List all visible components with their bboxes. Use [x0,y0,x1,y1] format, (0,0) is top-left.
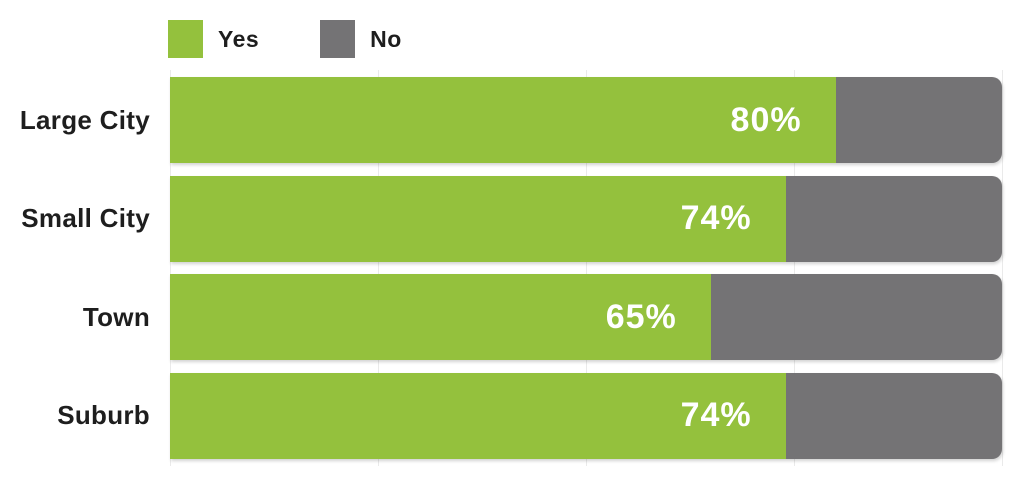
bar-no-segment: 80% [170,77,1002,163]
bar-row-small-city: Small City 74% [0,175,1002,262]
bar-row-large-city: Large City 80% [0,77,1002,163]
category-label: Small City [21,203,150,233]
bar-no-segment: 74% [170,175,1002,262]
legend-label-no: No [370,25,402,52]
category-label: Suburb [57,400,150,430]
bar-row-suburb: Suburb 74% [0,372,1002,459]
legend-label-yes: Yes [218,25,260,52]
legend-swatch-no [320,20,356,58]
category-label: Large City [19,104,150,135]
category-label: Town [82,301,150,332]
bar-no-segment: 65% [170,274,1002,360]
bar-rows: Large City 80% Small City 74% Town 65% [0,77,1002,459]
value-label: 74% [680,199,752,237]
legend-item-yes: Yes [168,20,259,58]
bar-yes-segment: 65% [170,274,711,360]
value-label: 80% [730,100,802,139]
bar-no-segment: 74% [170,372,1002,459]
gridline-100pct [1002,70,1003,466]
value-label: 74% [680,396,752,434]
bar-yes-segment: 74% [170,175,786,262]
value-label: 65% [605,297,677,336]
bar-row-town: Town 65% [0,274,1002,360]
legend-item-no: No [320,20,402,58]
legend-swatch-yes [168,20,203,58]
legend: Yes No [168,20,402,58]
bar-yes-segment: 74% [170,372,786,459]
gridline-0pct [170,70,171,466]
gridlines [170,70,1003,466]
bar-yes-segment: 80% [170,77,836,163]
gridline-25pct [378,70,379,466]
gridline-75pct [794,70,795,466]
gridline-50pct [586,70,587,466]
